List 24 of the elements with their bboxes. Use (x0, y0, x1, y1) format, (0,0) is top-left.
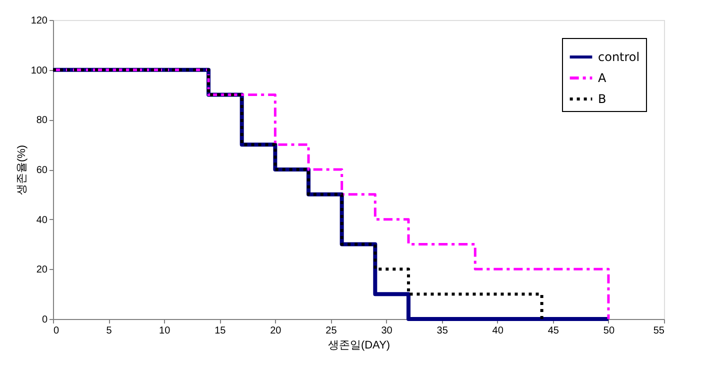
y-axis-title: 생존율(%) (16, 144, 28, 196)
x-tick-label: 50 (603, 326, 615, 336)
x-tick-label: 10 (159, 326, 171, 336)
legend-label: control (598, 50, 640, 64)
x-tick-label: 35 (436, 326, 448, 336)
x-tick-label: 55 (653, 326, 665, 336)
legend-label: B (598, 92, 606, 106)
x-tick-label: 0 (54, 326, 60, 336)
y-tick-label: 80 (36, 115, 48, 126)
legend-label: A (598, 71, 607, 85)
x-tick-label: 25 (326, 326, 338, 336)
y-tick-label: 100 (30, 65, 48, 76)
y-tick-label: 60 (36, 165, 48, 176)
y-tick-label: 40 (36, 214, 48, 226)
x-tick-label: 5 (106, 326, 112, 336)
x-tick-label: 45 (548, 326, 560, 336)
y-tick-label: 20 (36, 264, 48, 276)
y-tick-label: 120 (30, 16, 48, 26)
x-tick-label: 20 (270, 326, 282, 336)
x-axis-title: 생존일(DAY) (328, 340, 390, 352)
x-tick-label: 40 (492, 326, 504, 336)
x-tick-label: 15 (214, 326, 226, 336)
y-tick-label: 0 (42, 314, 48, 326)
x-tick-label: 30 (381, 326, 393, 336)
